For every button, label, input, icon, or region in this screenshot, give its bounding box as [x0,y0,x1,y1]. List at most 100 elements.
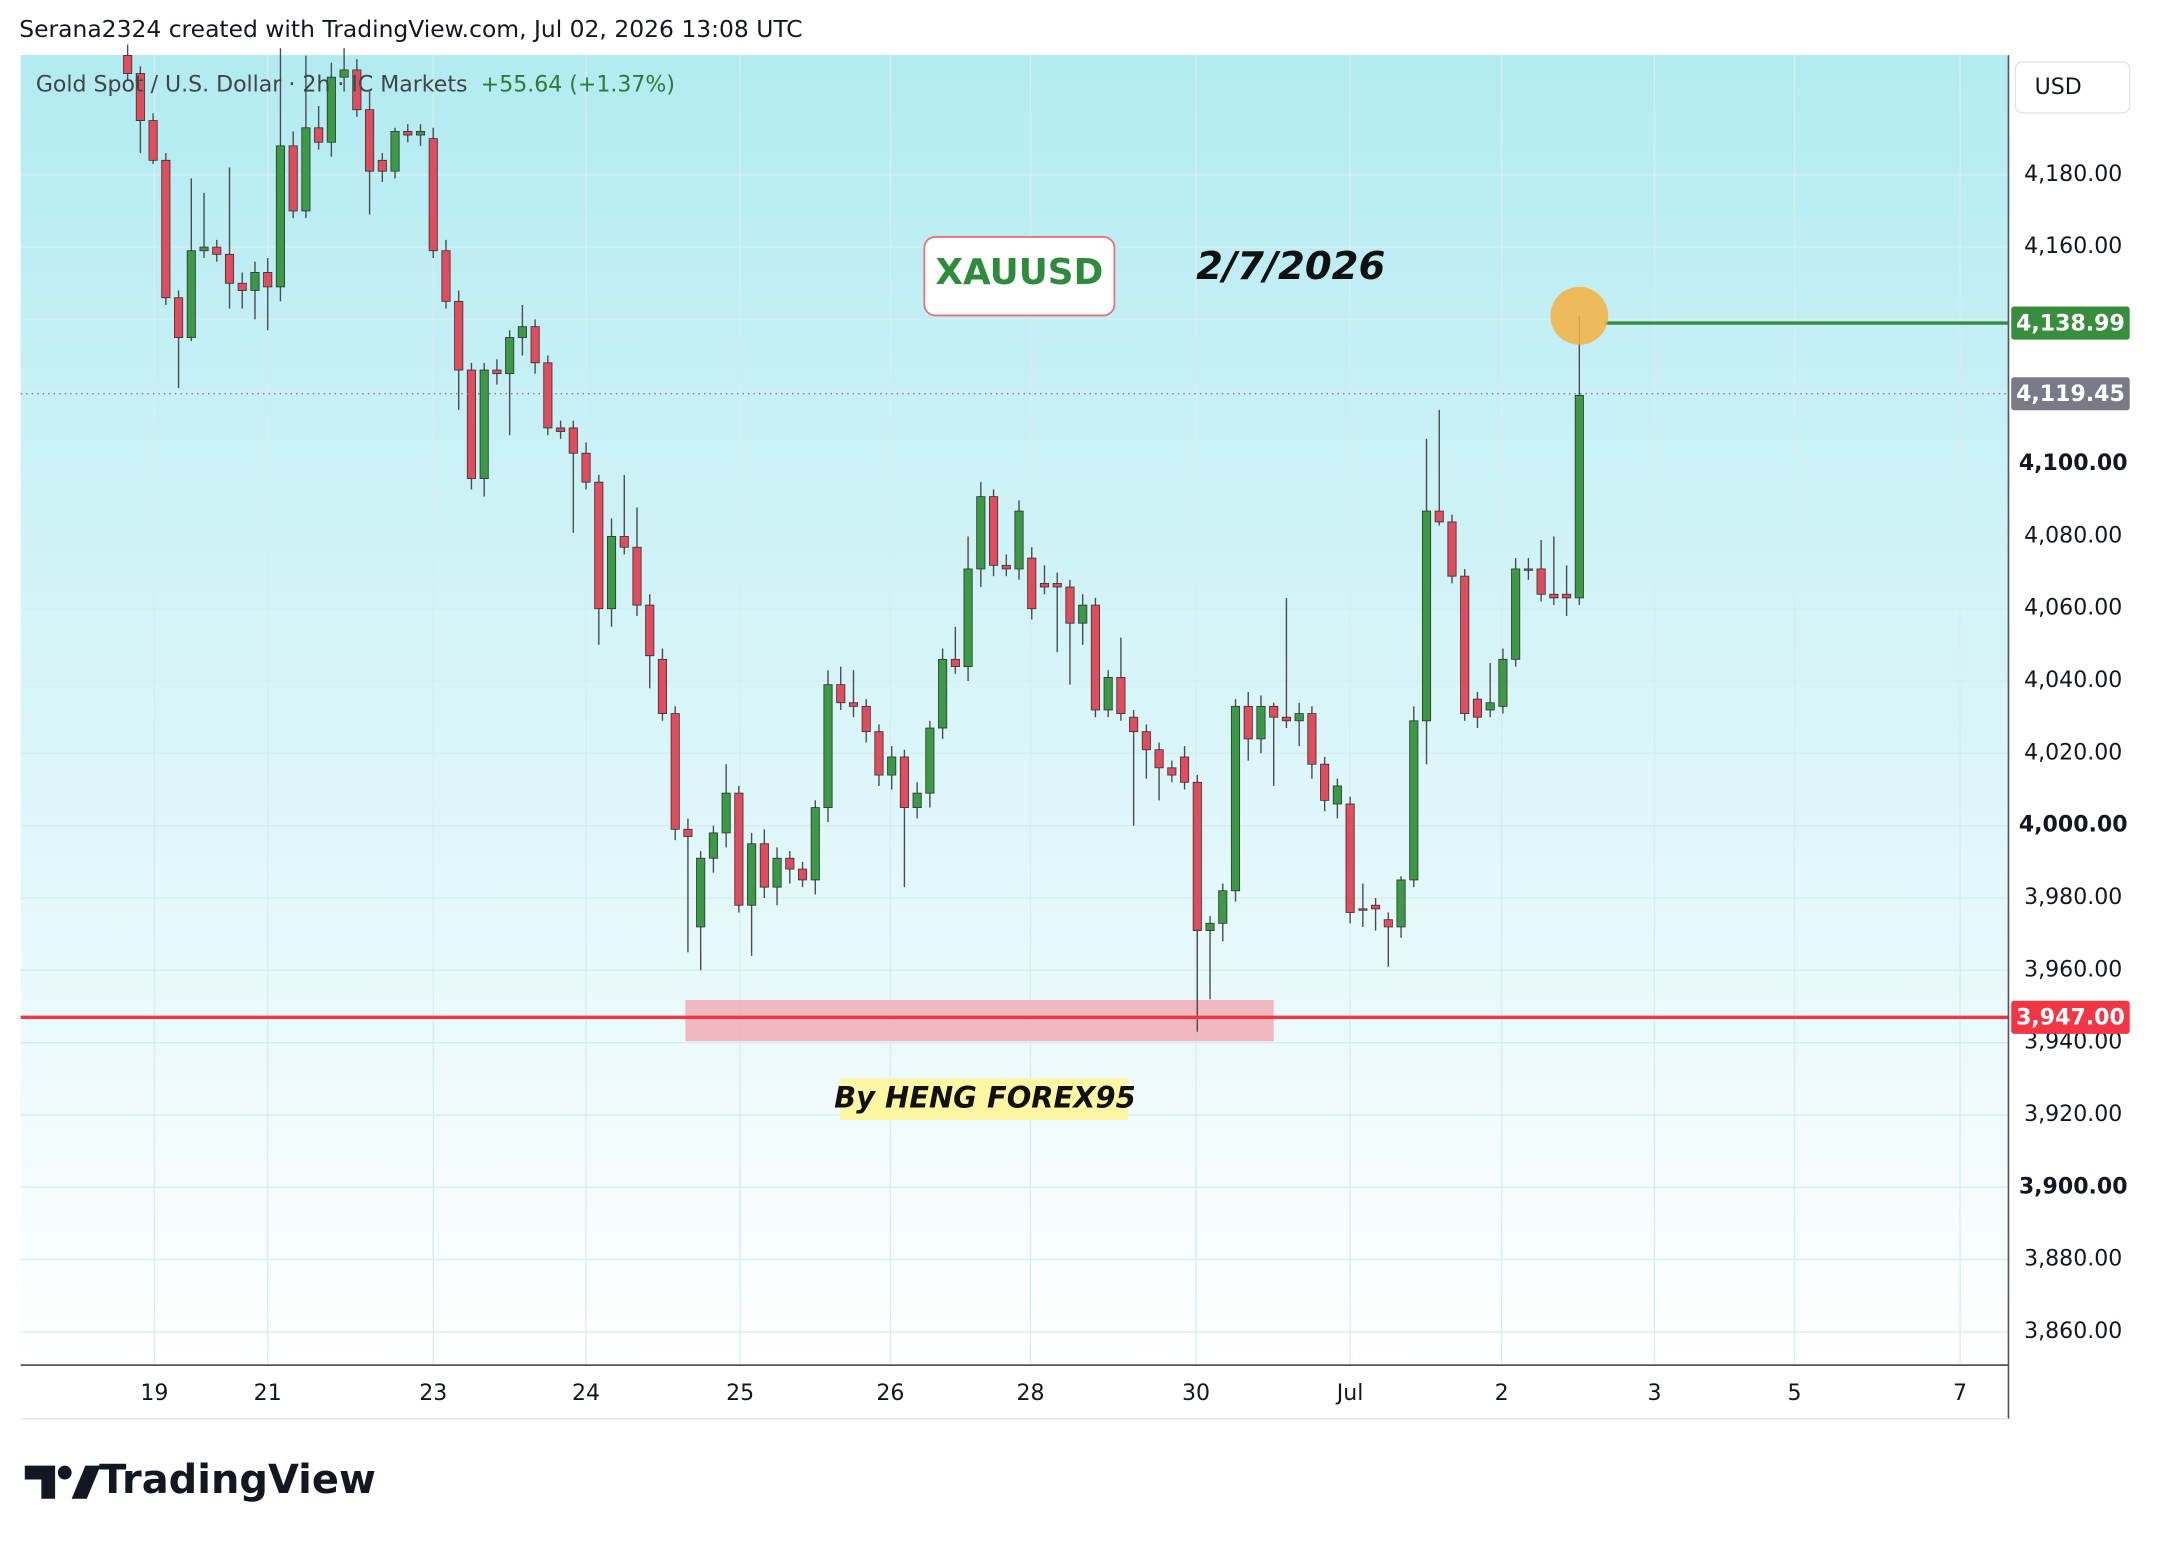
candle-body [466,369,476,479]
currency-button[interactable] [2014,61,2131,114]
x-tick-label: 3 [1647,1381,1661,1406]
candle-body [670,713,680,830]
x-tick-label: 23 [419,1381,447,1406]
x-tick-label: 30 [1182,1381,1210,1406]
symbol-legend: Gold Spot / U.S. Dollar · 2h · IC Market… [36,72,468,97]
logo-slash [71,1465,101,1499]
change-legend: +55.64 (+1.37%) [481,72,675,97]
candle-body [938,658,948,729]
candle-body [708,832,718,859]
y-tick-label: 4,000.00 [2019,813,2128,838]
candle-body [288,145,298,212]
candle-body [1447,521,1457,577]
candle-body [657,658,668,714]
price-level-tag [2011,1000,2130,1034]
candle-body [186,250,196,338]
credit: Serana2324 created with TradingView.com,… [19,15,802,43]
candle-body [1294,713,1304,722]
candle-body [492,369,502,375]
x-tick-label: 21 [254,1381,282,1406]
price-level-label: 3,947.00 [2016,1006,2125,1031]
candle-body [301,127,311,212]
x-tick-label: 24 [572,1381,600,1406]
x-tick-label: Jul [1335,1381,1364,1406]
y-tick-label: 3,960.00 [2024,957,2122,982]
x-tick-label: 19 [140,1381,168,1406]
candle-body [1511,568,1521,660]
candle-body [912,792,922,809]
x-tick-label: 7 [1953,1381,1967,1406]
y-tick-label: 3,880.00 [2024,1247,2122,1272]
x-tick-label: 26 [876,1381,904,1406]
highlight-marker [1550,286,1609,345]
candle-body [1116,677,1126,714]
candle-body [1065,586,1075,624]
candle-body [530,326,540,364]
candle-body [1562,593,1572,599]
candle-body [721,792,731,834]
y-tick-label: 4,160.00 [2024,234,2122,259]
candle-body [810,807,820,881]
candle-body [123,55,133,74]
candle-body [1536,568,1546,595]
y-tick-label: 4,020.00 [2024,740,2122,765]
candle-body [1371,904,1381,910]
candle-body [1460,575,1470,714]
candle-body [352,69,362,111]
candle-body [581,452,591,483]
candle-body [759,843,769,888]
candle-body [1320,763,1330,801]
candle-body [479,369,489,479]
candle-body [734,792,744,906]
candle-body [772,857,782,888]
candle-body [1498,658,1508,707]
candle-body [1230,705,1241,892]
candle-body [645,604,655,657]
candle-body [1574,394,1584,599]
candle-body [174,297,184,338]
price-level-label: 4,138.99 [2016,311,2125,336]
candle-body [1269,705,1279,718]
y-tick-label: 4,180.00 [2024,162,2122,187]
currency-label[interactable]: USD [2035,75,2082,100]
candle-body [1345,803,1355,913]
candle-body [326,76,336,143]
candle-body [1332,785,1342,805]
candle-body [556,427,566,432]
candle-body [785,857,795,870]
candle-body [1014,510,1024,570]
y-tick-label: 3,980.00 [2024,885,2122,910]
candle-body [861,705,871,733]
candle-body [365,109,375,172]
candle-body [1180,756,1190,783]
candle-body [199,246,209,252]
candle-body [1256,705,1266,740]
candle-body [1472,698,1482,718]
candle-body [415,130,426,136]
candle-body [1027,557,1037,610]
y-tick-label: 4,080.00 [2024,523,2122,548]
price-level-tag [2011,306,2130,340]
candle-body [594,481,604,610]
candle-body [314,127,324,143]
candle-body [1103,677,1113,711]
candle-body [377,159,387,172]
candle-body [976,496,986,570]
candle-body [148,120,158,161]
candle-body [1192,781,1202,931]
candle-body [823,684,833,809]
y-tick-label: 4,100.00 [2019,451,2128,476]
candle-body [1434,510,1444,523]
candle-body [836,684,846,704]
candle-body [1129,716,1139,733]
candle-body [1396,879,1406,928]
candle-body [1078,604,1088,624]
candle-body [747,843,757,906]
candle-body [1154,749,1164,769]
y-tick-label: 3,860.00 [2024,1319,2122,1344]
y-tick-label: 4,040.00 [2024,668,2122,693]
x-tick-label: 5 [1788,1381,1802,1406]
candle-body [237,282,247,291]
candle-body [632,546,642,606]
